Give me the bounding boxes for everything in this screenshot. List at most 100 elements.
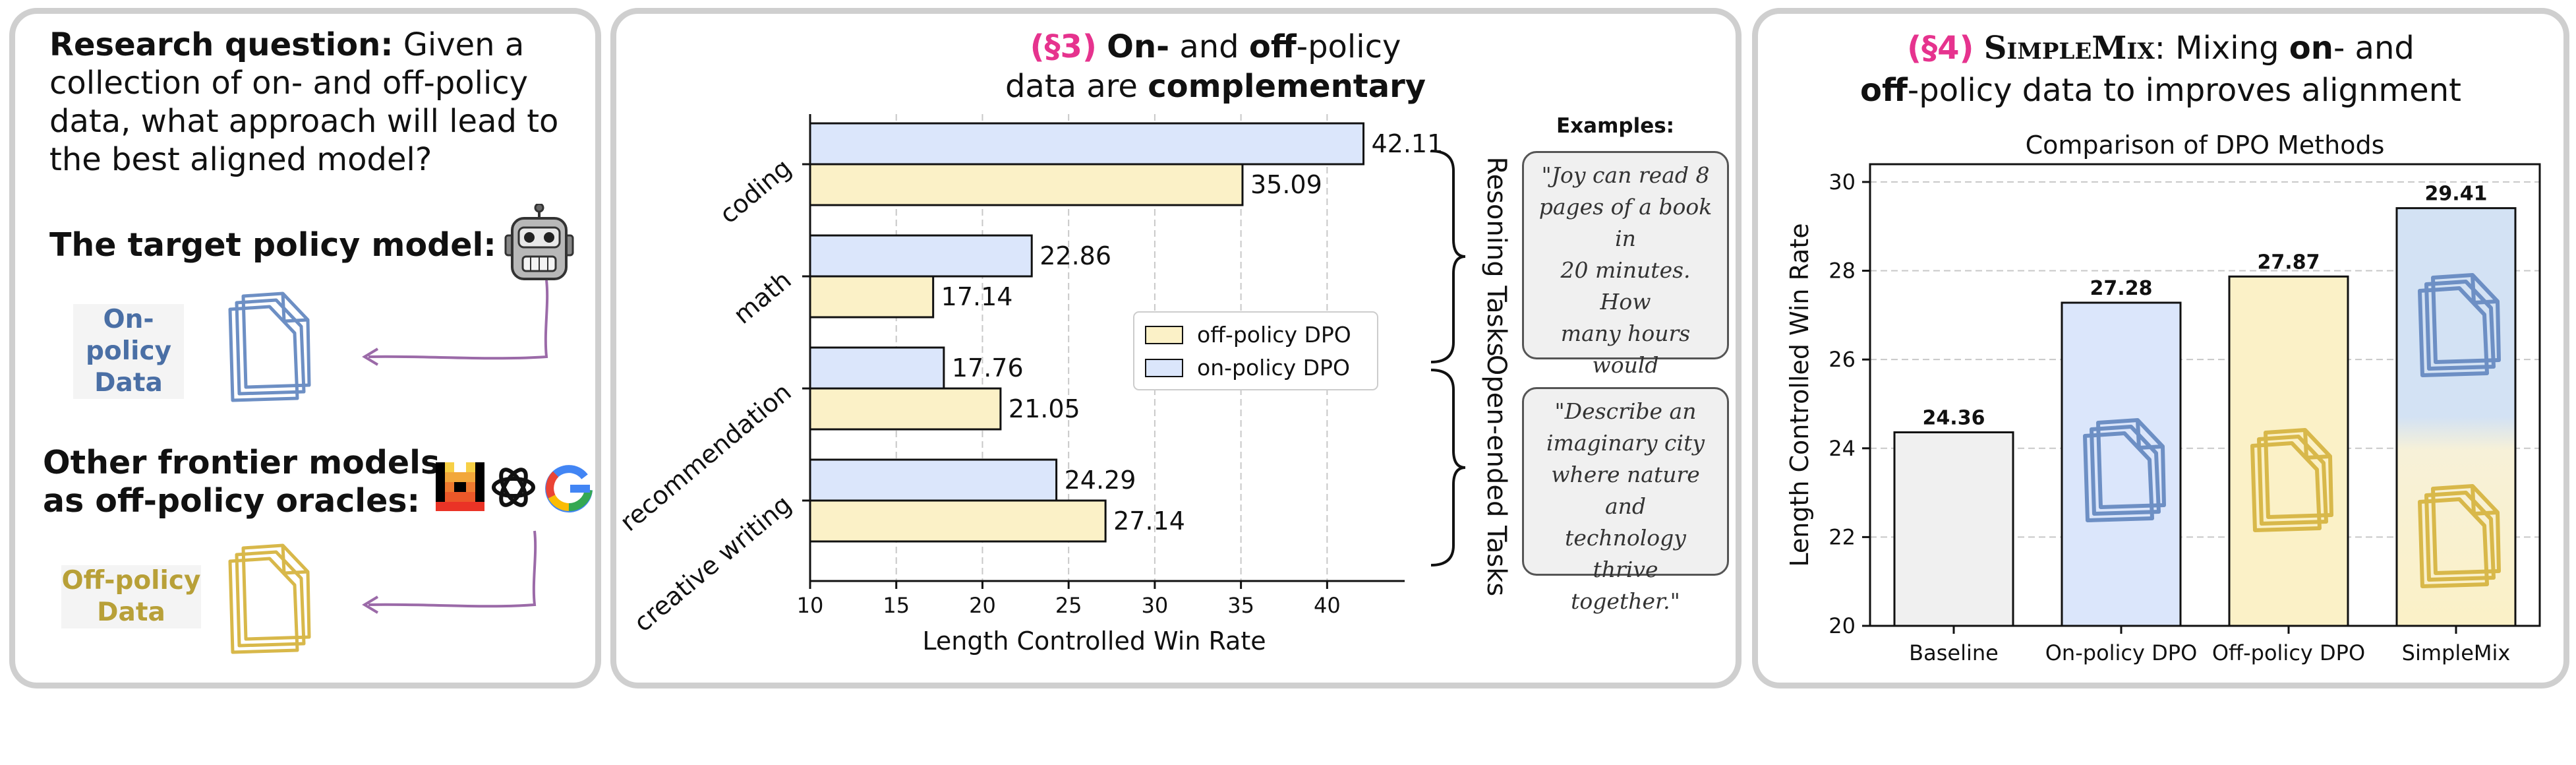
document-stroke (2136, 419, 2163, 450)
brace-label-open-ended: Open-ended Tasks (1481, 355, 1511, 597)
right-title-name: SimpleMix (1983, 30, 2155, 67)
bar-value-label: 22.86 (1039, 241, 1111, 270)
bar-on-policy-recommendation (809, 346, 945, 390)
bar-value-label: 42.11 (1372, 129, 1444, 158)
middle-title: (§3) On- and off-policy data are complem… (616, 27, 1736, 106)
document-stroke (2418, 497, 2489, 588)
y-axis-label: Length Controlled Win Rate (1785, 223, 1814, 566)
bar-value-label: 27.28 (2090, 277, 2153, 300)
bar-baseline (1893, 431, 2014, 627)
document-stroke (2424, 280, 2496, 371)
openai-logo-icon (492, 468, 535, 507)
example-reasoning: "Joy can read 8 pages of a book in 20 mi… (1522, 151, 1729, 473)
on-policy-documents-icon (2083, 418, 2166, 522)
research-question-panel: Research question: Given a collection of… (9, 8, 601, 688)
document-stroke (2083, 431, 2154, 522)
document-stroke (2090, 425, 2161, 516)
horizontal-bar-chart: 42.11 35.09 coding 22.86 17.14 math 17.76 21.05… (616, 114, 1511, 656)
research-question-label: Research question: (49, 26, 394, 63)
bar-value-label: 21.05 (1009, 394, 1080, 423)
right-title-line2: -policy data to improves alignment (1907, 72, 2461, 109)
category-label-on-policy-dpo: On-policy DPO (2045, 640, 2198, 665)
bar-on-policy-coding (809, 122, 1365, 166)
google-logo-icon (545, 465, 593, 513)
legend-swatch-on-policy-dpo (1145, 359, 1183, 377)
bar-value-label: 17.14 (941, 282, 1013, 311)
legend-label-off-policy-dpo: off-policy DPO (1197, 322, 1351, 348)
document-stroke (2264, 428, 2333, 519)
middle-title-line2: data are (1005, 68, 1148, 105)
right-title-rest1: : Mixing (2154, 30, 2289, 67)
bar-value-label: 27.87 (2258, 251, 2320, 274)
bar-value-label: 27.14 (1113, 506, 1185, 536)
off-policy-arrow-icon (362, 530, 537, 614)
category-label-baseline: Baseline (1909, 640, 1999, 665)
document-stroke (2471, 485, 2498, 516)
middle-title-line2-bold: complementary (1148, 68, 1426, 105)
off-policy-documents-icon (2250, 428, 2333, 532)
vertical-bar-chart: Comparison of DPO Methods 20 22 24 26 28 30 Len… (1785, 131, 2541, 665)
bar-value-label: 17.76 (952, 353, 1024, 382)
x-tick-label: 25 (1055, 593, 1082, 618)
off-policy-label-line2: Data (97, 597, 165, 627)
target-policy-label: The target policy model: (49, 226, 496, 264)
right-title-section: (§4) (1907, 30, 1974, 67)
document-stroke (2424, 491, 2496, 582)
y-tick-label: 28 (1829, 259, 1856, 284)
category-label-math: math (728, 265, 796, 330)
document-stroke (2431, 273, 2501, 364)
on-policy-data-label: On-policy Data (73, 304, 184, 399)
middle-title-and: and (1169, 28, 1249, 65)
bar-off-policy-math (809, 275, 935, 319)
mistral-logo-icon (436, 462, 484, 511)
document-stroke (2418, 286, 2489, 377)
bar-off-policy-coding (809, 163, 1244, 206)
plot-frame (1869, 163, 2541, 627)
off-policy-label-line1: Off-policy (61, 566, 201, 596)
brace-reasoning (1430, 150, 1466, 363)
simplemix-panel: (§4) SimpleMix: Mixing on- and off-polic… (1752, 8, 2569, 688)
x-tick-label: 40 (1314, 593, 1341, 618)
right-title: (§4) SimpleMix: Mixing on- and off-polic… (1758, 27, 2563, 111)
off-policy-documents-icon (228, 543, 311, 654)
x-tick-label: 20 (969, 593, 996, 618)
other-models-line2: as off-policy oracles: (43, 482, 421, 520)
y-tick-label: 30 (1829, 169, 1856, 195)
x-tick-label: 30 (1142, 593, 1169, 618)
research-question-line4: the best aligned model? (49, 141, 432, 178)
y-tick-label: 20 (1829, 613, 1856, 638)
bar-off-policy-creative-writing (809, 499, 1107, 543)
middle-title-section: (§3) (1030, 28, 1097, 65)
x-axis-label: Length Controlled Win Rate (922, 627, 1266, 656)
off-policy-documents-icon (2418, 484, 2501, 588)
research-question-line2: collection of on- and off-policy (49, 65, 529, 102)
legend-box (1133, 311, 1378, 390)
examples-heading: Examples: (1556, 114, 1675, 138)
research-question-line1: Given a (393, 26, 525, 63)
chart-title: Comparison of DPO Methods (2026, 131, 2385, 160)
right-title-on: on (2289, 30, 2333, 67)
bar-off-policy-recommendation (809, 387, 1002, 431)
document-stroke (2431, 484, 2501, 575)
bar-value-label: 35.09 (1250, 170, 1322, 199)
research-question: Research question: Given a collection of… (49, 26, 558, 179)
middle-title-on: On- (1107, 28, 1170, 65)
bar-on-policy-creative-writing (809, 458, 1058, 502)
category-label-coding: coding (714, 153, 797, 229)
middle-title-off: off (1248, 28, 1297, 65)
bar-on-policy-dpo (2061, 301, 2182, 627)
on-policy-arrow-icon (362, 280, 549, 366)
on-policy-documents-icon (228, 291, 311, 402)
document-stroke (2303, 429, 2331, 460)
y-tick-label: 22 (1829, 524, 1856, 549)
legend-swatch-off-policy-dpo (1145, 326, 1183, 344)
y-tick-label: 26 (1829, 347, 1856, 372)
document-stroke (2250, 441, 2322, 532)
complementary-panel: (§3) On- and off-policy data are complem… (610, 8, 1742, 688)
y-tick-label: 24 (1829, 436, 1856, 461)
other-models-line1: Other frontier models (43, 444, 440, 481)
category-label-simplemix: SimpleMix (2402, 640, 2511, 665)
legend-label-on-policy-dpo: on-policy DPO (1197, 355, 1350, 381)
document-stroke (2257, 435, 2328, 526)
middle-title-policy: -policy (1296, 28, 1401, 65)
